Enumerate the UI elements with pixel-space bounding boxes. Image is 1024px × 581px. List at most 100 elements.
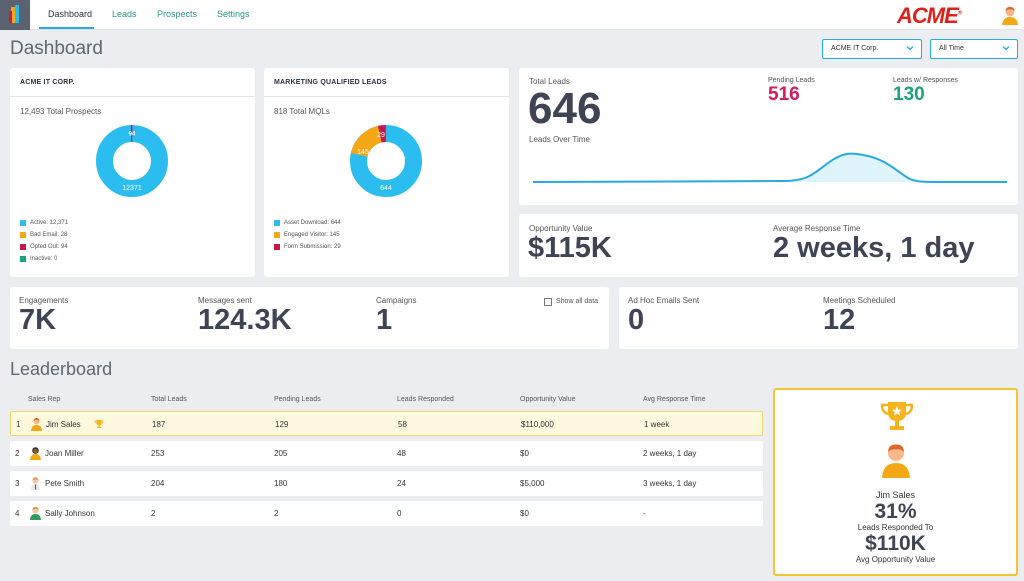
legend-swatch (274, 244, 280, 250)
nav-tab-settings[interactable]: Settings (217, 9, 250, 19)
pending-leads-value: 516 (768, 84, 800, 105)
chevron-down-icon (906, 46, 914, 51)
time-range-select-value: All Time (939, 45, 964, 52)
sparkline-line (533, 152, 1007, 183)
adhoc-emails-value: 0 (628, 304, 645, 336)
donut-segment-opted-out (96, 125, 168, 197)
mql-card-title: MARKETING QUALIFIED LEADS (264, 68, 509, 97)
row-total-leads: 253 (151, 449, 165, 458)
top-performer-value: $110K (865, 532, 926, 555)
row-leads-responded: 0 (397, 509, 402, 518)
avatar (30, 447, 41, 460)
prospects-legend: Active: 12,371 Bad Email: 28 Opted Out: … (20, 217, 68, 265)
col-header-opportunity-value: Opportunity Value (520, 396, 576, 403)
prospects-card-title: ACME IT CORP. (10, 68, 255, 97)
campaigns-value: 1 (376, 304, 393, 336)
row-name: Joan Miller (45, 449, 84, 458)
legend-swatch (20, 256, 26, 262)
avatar (882, 444, 910, 478)
legend-label: Opted Out: 94 (30, 244, 68, 250)
email-stats-card: Ad Hoc Emails Sent 0 Meetings Scheduled … (619, 287, 1018, 349)
meetings-label: Meetings Scheduled (823, 296, 896, 305)
legend-item: Form Submission: 29 (274, 241, 341, 253)
top-performer-percent: 31% (874, 500, 917, 523)
opportunity-value: $115K (528, 232, 612, 264)
legend-label: Form Submission: 29 (284, 244, 341, 250)
legend-swatch (20, 220, 26, 226)
row-name: Jim Sales (46, 420, 81, 429)
total-leads-label: Total Leads (529, 77, 570, 86)
leads-over-time-label: Leads Over Time (529, 135, 590, 144)
row-rank: 4 (15, 509, 20, 518)
row-avg-response: - (643, 509, 646, 518)
nav-tab-leads[interactable]: Leads (112, 9, 137, 19)
table-row[interactable]: 1 Jim Sales 187 129 58 $110,000 1 week (10, 411, 763, 436)
messages-sent-value: 124.3K (198, 304, 292, 336)
donut-label-main: 12371 (122, 185, 142, 192)
time-range-select[interactable]: All Time (930, 39, 1018, 59)
avatar (31, 476, 40, 490)
company-select[interactable]: ACME IT Corp. (822, 39, 922, 59)
pending-leads-label: Pending Leads (768, 77, 815, 84)
table-row[interactable]: 2 Joan Miller 253 205 48 $0 2 weeks, 1 d… (10, 441, 763, 466)
show-all-data-checkbox[interactable] (544, 298, 552, 306)
nav-tab-dashboard[interactable]: Dashboard (48, 9, 93, 19)
leads-responses-value: 130 (893, 84, 925, 105)
opportunity-card: Opportunity Value $115K Average Response… (519, 214, 1018, 277)
row-opportunity-value: $110,000 (521, 420, 554, 429)
legend-label: Active: 12,371 (30, 220, 69, 226)
donut-segment-engaged-visitor (350, 125, 422, 197)
top-performer-value-label: Avg Opportunity Value (855, 555, 936, 564)
row-total-leads: 2 (151, 509, 156, 518)
total-leads-value: 646 (528, 84, 602, 133)
row-name: Sally Johnson (45, 509, 95, 518)
mql-legend: Asset Download: 644 Engaged Visitor: 145… (274, 217, 341, 253)
adhoc-emails-label: Ad Hoc Emails Sent (628, 296, 700, 305)
show-all-data-label[interactable]: Show all data (556, 298, 599, 305)
leaderboard-title: Leaderboard (10, 359, 113, 379)
engagement-stats-card: Engagements 7K Messages sent 124.3K Camp… (10, 287, 609, 349)
row-opportunity-value: $5,000 (520, 479, 545, 488)
chevron-down-icon (1002, 46, 1010, 51)
donut-label-small: 94 (129, 132, 136, 138)
row-rank: 1 (16, 420, 21, 429)
table-row[interactable]: 4 Sally Johnson 2 2 0 $0 - (10, 501, 763, 526)
top-performer-card: Jim Sales 31% Leads Responded To $110K A… (773, 388, 1018, 576)
engagements-label: Engagements (19, 296, 69, 305)
legend-item: Asset Download: 644 (274, 217, 341, 229)
app-logo-icon (9, 5, 19, 23)
legend-item: Bad Email: 28 (20, 229, 68, 241)
legend-item: Opted Out: 94 (20, 241, 68, 253)
table-row[interactable]: 3 Pete Smith 204 180 24 $5,000 3 weeks, … (10, 471, 763, 496)
mql-donut-chart: 29 145 644 (350, 125, 422, 197)
avg-response-label: Average Response Time (773, 224, 861, 233)
mql-card: MARKETING QUALIFIED LEADS 818 Total MQLs… (264, 68, 509, 277)
top-performer-percent-label: Leads Responded To (857, 523, 934, 532)
legend-item: Inactive: 0 (20, 253, 68, 265)
leads-card: Total Leads 646 Pending Leads 516 Leads … (519, 68, 1018, 205)
messages-sent-label: Messages sent (198, 296, 252, 305)
col-header-avg-response: Avg Response Time (643, 396, 706, 403)
legend-item: Engaged Visitor: 145 (274, 229, 341, 241)
legend-swatch (274, 232, 280, 238)
user-avatar-icon[interactable] (1000, 5, 1020, 25)
row-rank: 3 (15, 479, 20, 488)
legend-swatch (20, 244, 26, 250)
avatar (31, 417, 42, 431)
row-leads-responded: 24 (397, 479, 406, 488)
prospects-total: 12,493 Total Prospects (20, 107, 102, 116)
meetings-value: 12 (823, 304, 856, 336)
nav-tab-prospects[interactable]: Prospects (157, 9, 198, 19)
row-leads-responded: 48 (397, 449, 406, 458)
donut-label-form: 29 (377, 132, 385, 139)
nav-active-indicator (39, 27, 94, 29)
col-header-leads-responded: Leads Responded (397, 396, 454, 403)
avatar (30, 506, 41, 520)
top-performer-name: Jim Sales (875, 490, 915, 500)
col-header-total-leads: Total Leads (151, 396, 187, 403)
row-avg-response: 1 week (644, 420, 670, 429)
row-avg-response: 3 weeks, 1 day (643, 479, 697, 488)
app-logo[interactable] (0, 0, 30, 30)
prospects-donut-chart: 94 12371 (96, 125, 168, 197)
row-rank: 2 (15, 449, 20, 458)
